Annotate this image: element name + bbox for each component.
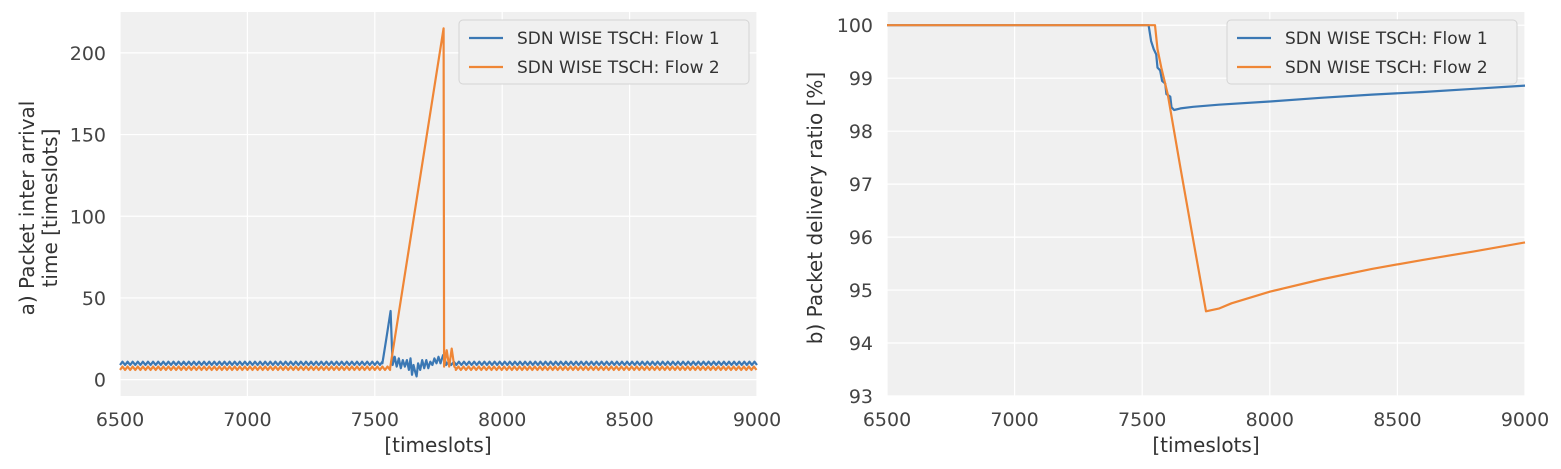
yticks-a: 0 50 100 150 200 (70, 43, 106, 392)
chart-b: 6500 7000 7500 8000 8500 9000 93 94 95 96 97 98 99 1… (803, 12, 1549, 457)
xticks-b: 6500 7000 7500 8000 8500 9000 (863, 409, 1549, 431)
yticks-b: 93 94 95 96 97 98 99 100 (837, 15, 873, 408)
y-tick-label-a: 0 (94, 370, 106, 392)
x-tick-label-b: 7500 (1118, 409, 1166, 431)
y-tick-label-a: 100 (70, 206, 106, 228)
y-tick-label-b: 99 (849, 68, 873, 90)
legend-label-a-flow1: SDN WISE TSCH: Flow 1 (517, 29, 720, 49)
series-line-b-flow2 (887, 24, 1526, 313)
xticks-a: 6500 7000 7500 8000 8500 9000 (96, 409, 781, 431)
y-tick-label-a: 150 (70, 125, 106, 147)
chart-a: 6500 7000 7500 8000 8500 9000 0 50 100 150 200 [t… (15, 12, 781, 457)
x-tick-label-b: 9000 (1501, 409, 1549, 431)
x-tick-label-b: 6500 (863, 409, 911, 431)
legend-box-a (458, 19, 750, 85)
legend-b: SDN WISE TSCH: Flow 1 SDN WISE TSCH: Flo… (1226, 19, 1518, 85)
x-tick-label-a: 8500 (605, 409, 653, 431)
x-tick-label-b: 7000 (990, 409, 1038, 431)
x-tick-label-a: 8000 (478, 409, 526, 431)
y-tick-label-b: 100 (837, 15, 873, 37)
y-tick-label-b: 95 (849, 280, 873, 302)
series-a (119, 27, 758, 378)
x-tick-label-a: 6500 (96, 409, 144, 431)
y-axis-label-b: b) Packet delivery ratio [%] (803, 72, 827, 344)
series-b (887, 24, 1526, 313)
y-axis-label-a-line2: time [timeslots] (38, 129, 62, 288)
legend-box-b (1226, 19, 1518, 85)
y-tick-label-b: 93 (849, 386, 873, 408)
x-tick-label-a: 9000 (733, 409, 781, 431)
legend-label-b-flow2: SDN WISE TSCH: Flow 2 (1285, 58, 1488, 78)
y-tick-label-a: 200 (70, 43, 106, 65)
x-axis-label-b: [timeslots] (1152, 433, 1259, 457)
y-axis-label-a-line1: a) Packet inter arrival (15, 101, 39, 316)
legend-label-b-flow1: SDN WISE TSCH: Flow 1 (1285, 29, 1488, 49)
legend-label-a-flow2: SDN WISE TSCH: Flow 2 (517, 58, 720, 78)
y-tick-label-a: 50 (82, 288, 106, 310)
x-tick-label-b: 8500 (1373, 409, 1421, 431)
series-line-a-flow2 (119, 27, 758, 371)
x-axis-label-a: [timeslots] (384, 433, 491, 457)
series-line-a-flow1 (119, 309, 758, 378)
x-tick-label-a: 7500 (351, 409, 399, 431)
legend-a: SDN WISE TSCH: Flow 1 SDN WISE TSCH: Flo… (458, 19, 750, 85)
x-tick-label-b: 8000 (1246, 409, 1294, 431)
y-tick-label-b: 96 (849, 227, 873, 249)
y-tick-label-b: 97 (849, 174, 873, 196)
y-tick-label-b: 94 (849, 333, 873, 355)
x-tick-label-a: 7000 (223, 409, 271, 431)
y-tick-label-b: 98 (849, 121, 873, 143)
series-line-b-flow1 (887, 24, 1526, 112)
